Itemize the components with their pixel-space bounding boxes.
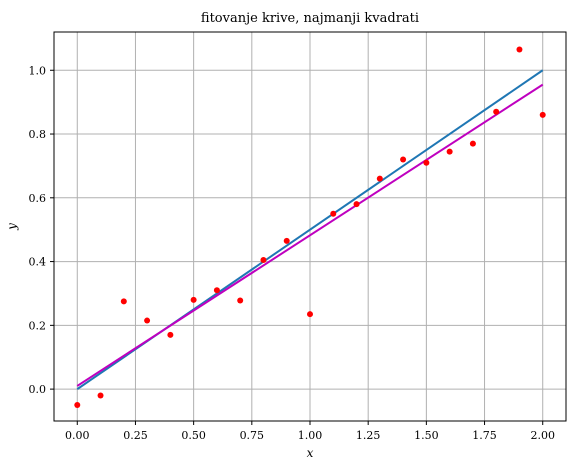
x-tick-label: 0.00 <box>65 429 90 442</box>
data-point <box>190 296 197 303</box>
y-tick-label: 0.8 <box>29 128 47 141</box>
data-point <box>237 297 244 304</box>
data-point <box>423 159 430 166</box>
y-axis-label: y <box>5 223 19 231</box>
fit-line-2 <box>76 83 544 387</box>
chart-title: fitovanje krive, najmanji kvadrati <box>201 11 419 26</box>
data-point <box>97 392 104 399</box>
data-point <box>144 317 151 324</box>
x-tick-label: 0.75 <box>240 429 265 442</box>
grid-layer <box>54 32 566 421</box>
y-tick-label: 0.4 <box>29 256 47 269</box>
y-tick-label: 0.2 <box>29 319 47 332</box>
x-tick-label: 0.25 <box>123 429 148 442</box>
y-tick-label: 1.0 <box>29 64 47 77</box>
y-tick-label: 0.0 <box>29 383 47 396</box>
fit-lines <box>76 69 544 390</box>
x-tick-label: 0.50 <box>181 429 206 442</box>
x-tick-label: 1.00 <box>298 429 323 442</box>
axis-ticks: 0.00 0.25 0.50 0.75 1.00 1.25 1.50 1.75 2.00 0.0 0… <box>29 64 555 442</box>
data-point <box>539 111 546 118</box>
data-point <box>330 210 337 217</box>
data-points <box>74 46 546 409</box>
x-tick-label: 2.00 <box>530 429 555 442</box>
data-point <box>213 287 220 294</box>
x-tick-label: 1.50 <box>414 429 439 442</box>
data-point <box>120 298 127 305</box>
data-point <box>516 46 523 53</box>
data-point <box>493 108 500 115</box>
data-point <box>446 148 453 155</box>
data-point <box>260 256 267 263</box>
data-point <box>469 140 476 147</box>
data-point <box>74 402 81 409</box>
data-point <box>376 175 383 182</box>
data-point <box>400 156 407 163</box>
x-tick-label: 1.25 <box>356 429 381 442</box>
data-point <box>283 237 290 244</box>
x-tick-label: 1.75 <box>472 429 497 442</box>
data-point <box>167 331 174 338</box>
data-point <box>353 201 360 208</box>
data-point <box>307 311 313 318</box>
x-axis-label: x <box>307 446 314 460</box>
y-tick-label: 0.6 <box>29 192 47 205</box>
